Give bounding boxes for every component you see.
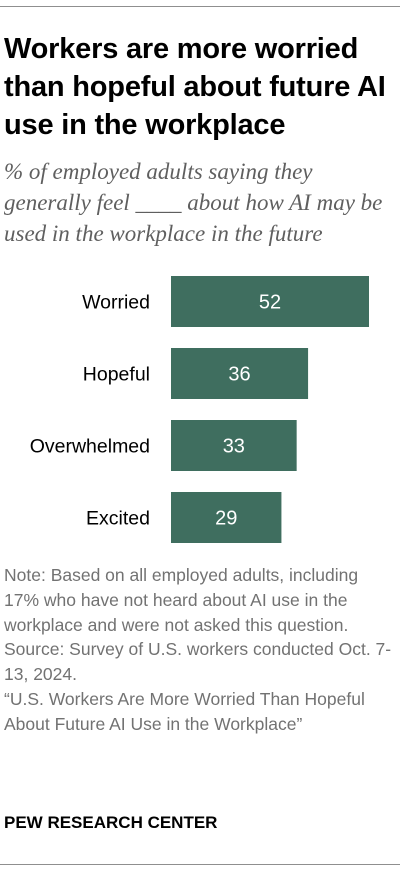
chart-subtitle: % of employed adults saying they general… <box>4 159 383 246</box>
report-title-text: “U.S. Workers Are More Worried Than Hope… <box>4 688 365 734</box>
source-text: Source: Survey of U.S. workers conducted… <box>4 639 392 685</box>
bar-hopeful <box>171 348 309 399</box>
value-label-worried: 52 <box>259 292 281 314</box>
note-text: Note: Based on all employed adults, incl… <box>4 565 359 635</box>
category-label-worried: Worried <box>82 292 150 314</box>
category-label-overwhelmed: Overwhelmed <box>30 436 150 458</box>
bar-overwhelmed <box>171 420 297 471</box>
bar-chart: Worried 52 Hopeful 36 Overwhelmed 33 Excited 29 <box>30 276 369 543</box>
value-label-hopeful: 36 <box>228 364 250 386</box>
bar-excited <box>171 492 282 543</box>
bar-worried <box>171 276 369 327</box>
pew-research-center-logo: PEW RESEARCH CENTER <box>4 813 218 832</box>
notes-block: Note: Based on all employed adults, incl… <box>4 563 396 737</box>
category-label-excited: Excited <box>86 508 150 530</box>
bottom-divider <box>0 864 400 865</box>
top-divider <box>0 6 400 7</box>
chart-title: Workers are more worried than hopeful ab… <box>4 33 386 141</box>
category-label-hopeful: Hopeful <box>83 364 150 386</box>
value-label-excited: 29 <box>215 508 237 530</box>
value-label-overwhelmed: 33 <box>223 436 245 458</box>
